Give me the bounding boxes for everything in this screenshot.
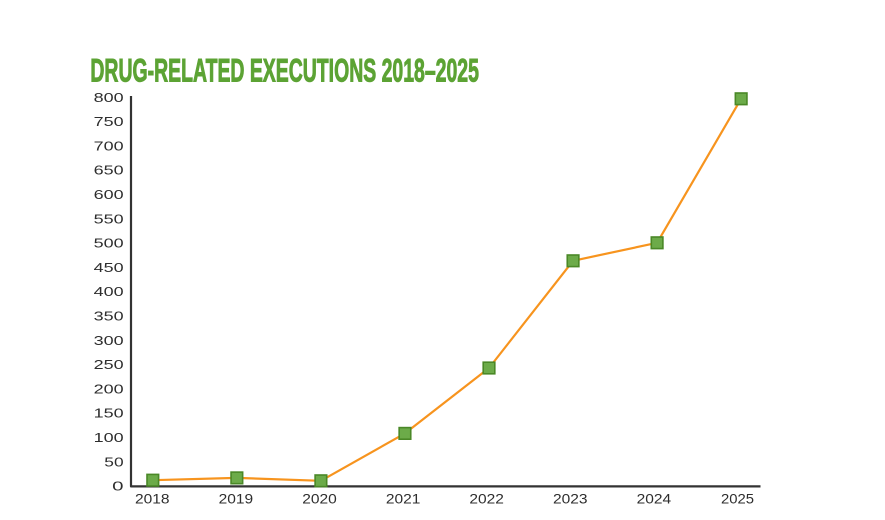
svg-text:2019: 2019 (219, 491, 254, 507)
svg-text:2024: 2024 (637, 491, 672, 507)
svg-text:150: 150 (94, 407, 124, 421)
svg-text:800: 800 (94, 91, 124, 105)
svg-text:650: 650 (94, 164, 124, 178)
svg-text:DRUG-RELATED EXECUTIONS 2018–2: DRUG-RELATED EXECUTIONS 2018–2025 (90, 52, 479, 89)
svg-text:300: 300 (94, 334, 124, 348)
svg-text:2021: 2021 (386, 491, 421, 507)
svg-text:2018: 2018 (135, 491, 170, 507)
svg-text:2022: 2022 (469, 491, 504, 507)
svg-text:350: 350 (94, 310, 124, 324)
svg-text:50: 50 (104, 455, 123, 469)
svg-text:2025: 2025 (721, 491, 754, 507)
svg-text:600: 600 (94, 188, 124, 202)
svg-text:450: 450 (94, 261, 124, 275)
svg-text:550: 550 (94, 212, 124, 226)
svg-text:0: 0 (112, 480, 123, 494)
svg-text:700: 700 (94, 139, 124, 153)
svg-text:200: 200 (94, 382, 124, 396)
svg-text:750: 750 (94, 115, 124, 129)
svg-text:2023: 2023 (553, 491, 588, 507)
svg-text:400: 400 (94, 285, 124, 299)
svg-text:100: 100 (94, 431, 124, 445)
svg-text:500: 500 (94, 237, 124, 251)
svg-text:250: 250 (94, 358, 124, 372)
svg-text:2020: 2020 (302, 491, 337, 507)
